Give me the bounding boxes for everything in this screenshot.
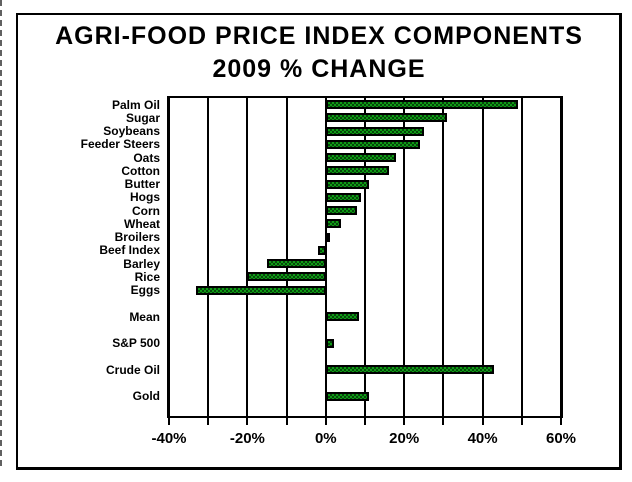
category-label-hogs: Hogs [130, 190, 160, 205]
axis-tick--10 [285, 418, 288, 425]
axis-tick-label--20: -20% [229, 430, 265, 447]
bar-butter [325, 179, 369, 189]
gridline--30 [207, 98, 210, 416]
axis-tick--40 [168, 418, 170, 425]
gridline-10 [364, 98, 366, 416]
category-label-s-p-500: S&P 500 [112, 336, 160, 351]
bar-barley [267, 259, 326, 269]
gridline--20 [246, 98, 249, 416]
axis-tick-label-40: 40% [467, 430, 498, 447]
gridline--40 [168, 98, 170, 416]
category-label-oats: Oats [133, 150, 160, 165]
gridline-40 [481, 98, 484, 416]
category-label-wheat: Wheat [124, 216, 160, 231]
axis-tick-50 [520, 418, 523, 425]
category-label-mean: Mean [129, 309, 160, 324]
bar-soybeans [325, 126, 424, 136]
bar-beef-index [317, 245, 326, 255]
bar-feeder-steers [325, 139, 420, 149]
category-label-feeder-steers: Feeder Steers [80, 137, 160, 152]
category-label-beef-index: Beef Index [99, 243, 160, 258]
bar-palm-oil [325, 100, 518, 110]
category-label-eggs: Eggs [130, 283, 160, 298]
category-label-broilers: Broilers [114, 230, 160, 245]
gridline-0 [324, 98, 327, 416]
axis-tick--30 [207, 418, 210, 425]
category-label-rice: Rice [134, 269, 160, 284]
axis-tick-0 [324, 418, 327, 425]
chart-subtitle: 2009 % CHANGE [212, 55, 426, 83]
axis-tick-20 [403, 418, 406, 425]
plot-area [167, 96, 563, 418]
category-label-palm-oil: Palm Oil [111, 97, 160, 112]
bar-rice [247, 272, 326, 282]
gridline-30 [442, 98, 445, 416]
axis-tick--20 [246, 418, 249, 425]
bar-s-p-500 [325, 338, 334, 348]
axis-tick-40 [481, 418, 484, 425]
category-label-barley: Barley [123, 256, 160, 271]
axis-tick-label-60: 60% [545, 430, 577, 447]
axis-tick-label-20: 20% [389, 430, 420, 447]
axis-tick-label-0: 0% [314, 430, 337, 447]
gridline-20 [403, 98, 406, 416]
bar-eggs [196, 285, 326, 295]
axis-tick-60 [560, 418, 562, 425]
axis-tick-30 [442, 418, 445, 425]
bar-crude-oil [325, 365, 495, 375]
bar-oats [325, 153, 397, 163]
category-label-gold: Gold [132, 389, 160, 404]
category-label-soybeans: Soybeans [103, 124, 160, 139]
bar-corn [325, 206, 358, 216]
bar-cotton [325, 166, 389, 176]
gridline-60 [560, 98, 562, 416]
category-label-sugar: Sugar [125, 110, 160, 125]
left-edge-artifact [0, 0, 2, 466]
gridline--10 [285, 98, 288, 416]
bar-wheat [325, 219, 342, 229]
category-label-crude-oil: Crude Oil [105, 362, 160, 377]
category-label-cotton: Cotton [121, 163, 160, 178]
bar-mean [325, 312, 360, 322]
bar-hogs [325, 192, 362, 202]
bar-sugar [325, 113, 448, 123]
chart-title: AGRI-FOOD PRICE INDEX COMPONENTS [55, 22, 583, 50]
category-label-corn: Corn [132, 203, 160, 218]
category-label-butter: Butter [124, 177, 160, 192]
bar-gold [325, 391, 369, 401]
axis-tick-10 [364, 418, 366, 425]
bar-broilers [325, 232, 330, 242]
gridline-50 [520, 98, 523, 416]
axis-tick-label--40: -40% [151, 430, 187, 447]
